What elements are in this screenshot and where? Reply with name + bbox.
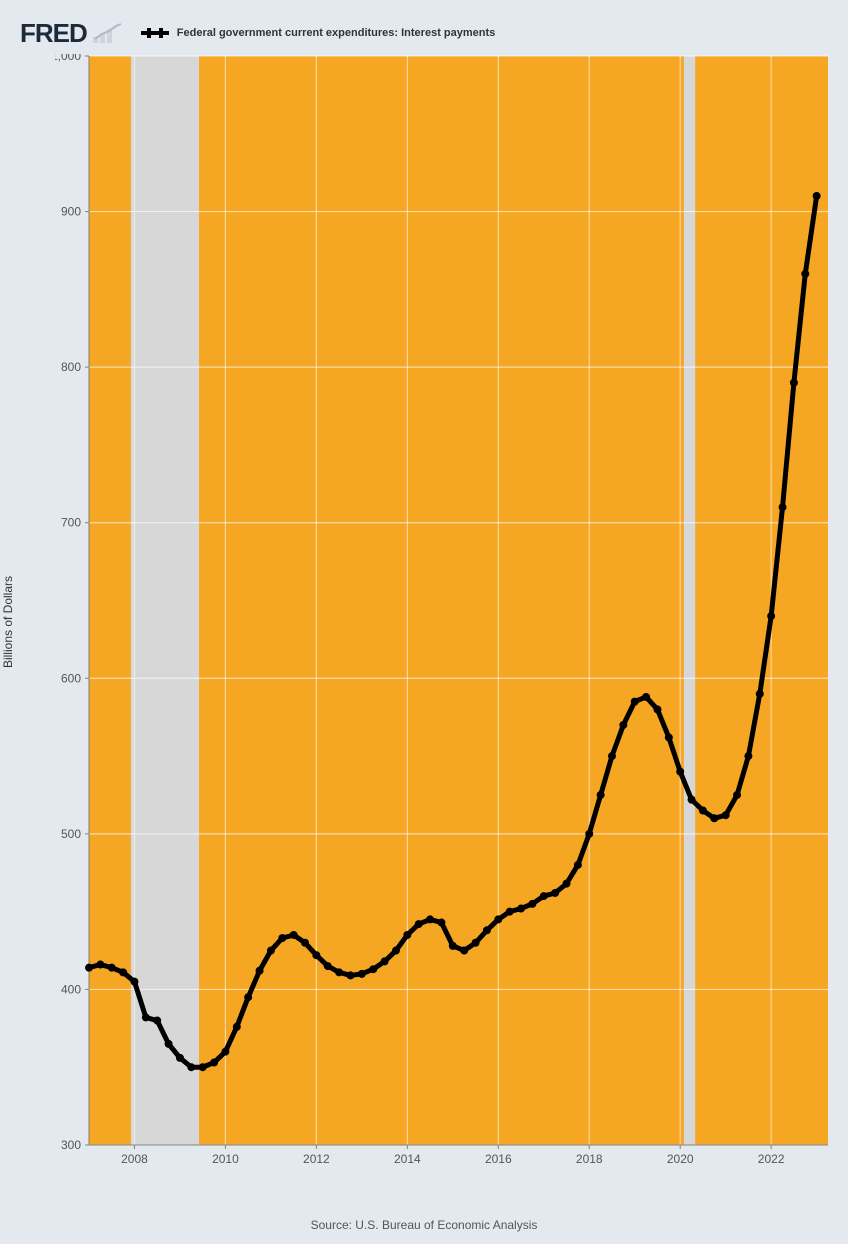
svg-text:1,000: 1,000: [55, 54, 81, 63]
svg-text:600: 600: [61, 671, 81, 685]
svg-text:2016: 2016: [485, 1152, 512, 1166]
svg-text:2020: 2020: [667, 1152, 694, 1166]
legend-label: Federal government current expenditures:…: [177, 27, 495, 39]
chart-svg: 300 400 500 600 700 800 900 1,000 2008 2010 2012 20…: [55, 54, 830, 1169]
svg-text:2014: 2014: [394, 1152, 421, 1166]
svg-text:2022: 2022: [758, 1152, 785, 1166]
fred-logo: FRED: [20, 18, 87, 49]
fred-chart-icon: [93, 23, 123, 43]
svg-text:2012: 2012: [303, 1152, 330, 1166]
svg-text:400: 400: [61, 982, 81, 996]
svg-text:300: 300: [61, 1138, 81, 1152]
legend-line-icon: [141, 31, 169, 35]
svg-text:2008: 2008: [121, 1152, 148, 1166]
y-axis-label: Billions of Dollars: [1, 576, 15, 668]
fred-chart-container: FRED Federal government current expendit…: [0, 0, 848, 1244]
svg-text:2010: 2010: [212, 1152, 239, 1166]
svg-text:900: 900: [61, 205, 81, 219]
chart-plot-area: 300 400 500 600 700 800 900 1,000 2008 2010 2012 20…: [55, 54, 830, 1169]
chart-header: FRED Federal government current expendit…: [20, 18, 828, 48]
svg-text:700: 700: [61, 516, 81, 530]
svg-text:500: 500: [61, 827, 81, 841]
source-text: Source: U.S. Bureau of Economic Analysis: [0, 1218, 848, 1232]
svg-text:800: 800: [61, 360, 81, 374]
svg-text:2018: 2018: [576, 1152, 603, 1166]
